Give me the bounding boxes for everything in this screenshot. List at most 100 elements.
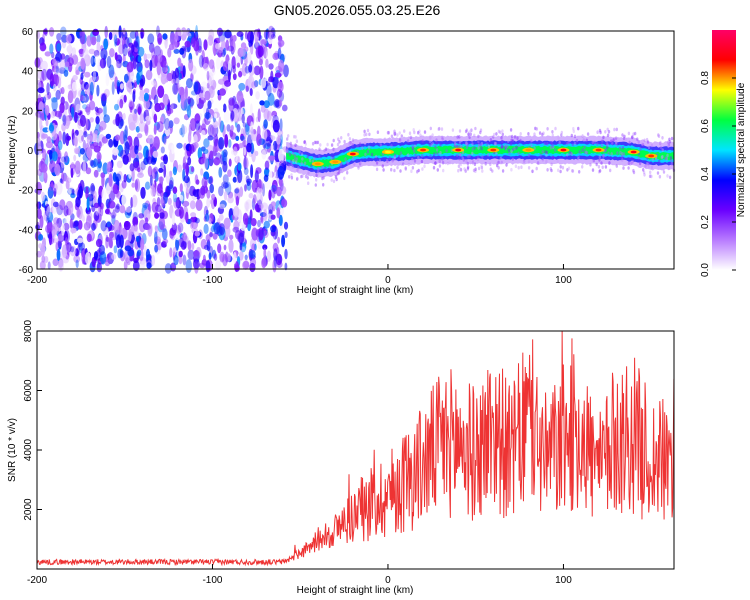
signal-halo-speck — [301, 174, 304, 178]
signal-halo-speck — [366, 128, 370, 133]
spectrogram-noise-region — [34, 25, 289, 274]
noise-blob — [126, 61, 134, 73]
signal-halo-speck — [411, 166, 415, 170]
noise-blob — [248, 192, 254, 199]
noise-blob — [178, 255, 183, 265]
signal-halo-speck — [583, 150, 587, 154]
signal-halo-speck — [453, 144, 456, 148]
signal-halo-speck — [404, 167, 407, 171]
noise-blob — [239, 242, 243, 251]
noise-blob — [200, 129, 206, 137]
signal-halo-speck — [639, 147, 642, 151]
noise-blob — [182, 65, 186, 78]
noise-blob — [268, 63, 274, 70]
noise-blob — [138, 121, 146, 132]
signal-halo-speck — [651, 157, 654, 161]
signal-halo-speck — [465, 128, 468, 132]
x-tick-label: 100 — [555, 575, 572, 586]
signal-halo-speck — [659, 140, 662, 145]
signal-halo-speck — [493, 141, 497, 146]
signal-halo-speck — [474, 167, 477, 172]
signal-halo-speck — [645, 137, 649, 142]
signal-halo-speck — [468, 130, 471, 134]
noise-blob — [235, 135, 240, 141]
signal-halo-speck — [289, 159, 293, 164]
signal-halo-speck — [471, 159, 475, 163]
signal-halo-speck — [417, 130, 420, 135]
noise-blob — [106, 161, 111, 175]
signal-halo-speck — [475, 156, 478, 160]
signal-halo-speck — [577, 157, 580, 161]
signal-halo-speck — [627, 166, 630, 170]
noise-blob — [137, 167, 141, 173]
signal-halo-speck — [459, 167, 463, 172]
noise-blob — [225, 39, 229, 52]
noise-blob — [64, 217, 70, 231]
noise-blob — [266, 82, 272, 97]
signal-halo-speck — [430, 143, 433, 147]
noise-blob — [71, 81, 77, 92]
signal-halo-speck — [479, 128, 483, 132]
signal-halo-speck — [459, 152, 462, 157]
noise-blob — [173, 117, 180, 125]
signal-halo-speck — [307, 171, 310, 175]
colorbar-tick-label: 0.0 — [700, 263, 711, 277]
signal-halo-speck — [381, 164, 384, 168]
noise-blob — [53, 187, 57, 197]
signal-halo-speck — [615, 142, 618, 147]
signal-halo-speck — [627, 161, 631, 165]
signal-halo-speck — [545, 152, 548, 157]
signal-halo-speck — [375, 167, 379, 172]
noise-blob — [185, 211, 189, 223]
noise-blob — [187, 249, 195, 260]
noise-blob — [281, 234, 286, 248]
signal-halo-speck — [466, 167, 470, 171]
signal-halo-speck — [589, 162, 592, 167]
signal-halo-speck — [489, 162, 492, 167]
snr-panel: -200 -100 0 100 2000 4000 6000 8000 Height of … — [7, 319, 675, 596]
noise-blob — [192, 189, 200, 198]
signal-halo-speck — [379, 143, 383, 147]
signal-halo-speck — [359, 160, 363, 165]
signal-halo-speck — [501, 144, 504, 149]
noise-blob — [222, 149, 228, 158]
signal-halo-speck — [567, 166, 571, 171]
signal-halo-speck — [429, 136, 432, 140]
noise-blob — [274, 171, 279, 178]
signal-halo-speck — [559, 165, 562, 169]
noise-blob — [108, 64, 115, 78]
signal-halo-speck — [457, 164, 461, 168]
noise-blob — [38, 234, 44, 241]
noise-blob — [35, 224, 41, 230]
signal-halo-speck — [332, 179, 336, 184]
signal-peak — [490, 148, 497, 152]
noise-blob — [160, 146, 165, 154]
noise-blob — [137, 107, 142, 115]
noise-blob — [44, 256, 49, 263]
noise-blob — [175, 232, 180, 241]
colorbar-tick-label: 0.2 — [700, 215, 711, 229]
noise-blob — [135, 235, 140, 243]
signal-halo-speck — [641, 143, 645, 147]
signal-halo-speck — [591, 140, 594, 145]
noise-blob — [38, 93, 41, 103]
x-tick-label: -100 — [202, 275, 222, 286]
noise-blob — [226, 124, 231, 132]
signal-halo-speck — [459, 153, 462, 157]
noise-blob — [173, 197, 180, 209]
signal-halo-speck — [474, 126, 477, 131]
noise-blob — [84, 81, 89, 90]
noise-blob — [49, 150, 53, 160]
noise-blob — [73, 147, 80, 155]
noise-blob — [183, 175, 190, 184]
noise-blob — [57, 233, 64, 242]
noise-blob — [143, 92, 149, 102]
noise-blob — [193, 249, 201, 261]
signal-halo-speck — [346, 146, 349, 151]
noise-blob — [172, 247, 177, 256]
signal-halo-speck — [420, 159, 424, 164]
signal-halo-speck — [624, 137, 628, 141]
signal-halo-speck — [493, 132, 496, 137]
signal-halo-speck — [290, 144, 293, 149]
noise-blob — [86, 196, 90, 211]
